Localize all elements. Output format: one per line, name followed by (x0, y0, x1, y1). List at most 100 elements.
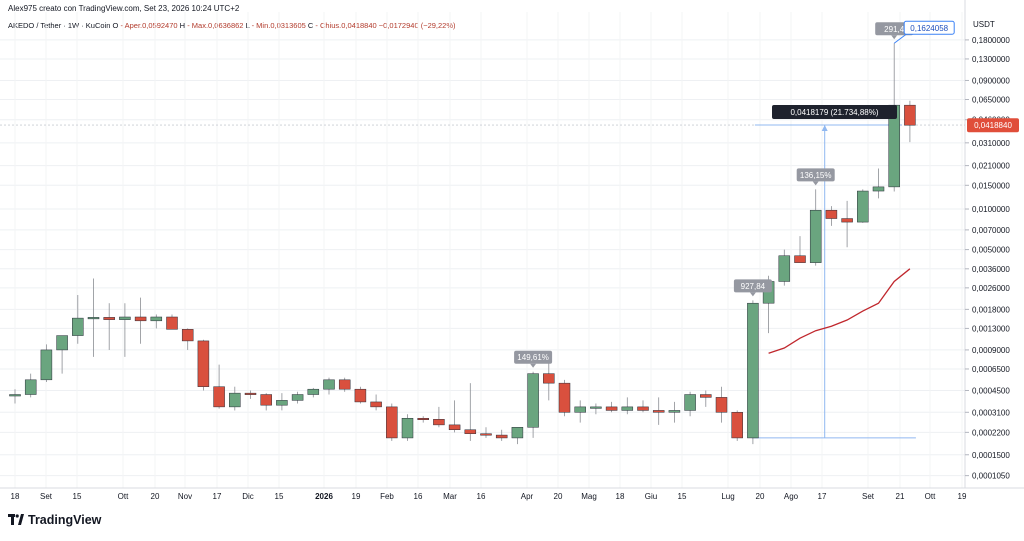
x-axis: 18 Set 15 Ott 20 Nov 17 Dic 15 2026 19 Feb 16 Mar 16 Ap… (0, 487, 1024, 501)
candle-body (24, 379, 37, 395)
candle-body (715, 397, 728, 413)
candle (495, 429, 508, 441)
candle-body (495, 434, 508, 439)
logo-text: TradingView (28, 513, 102, 527)
x-tick-label: Feb (380, 492, 394, 501)
candle-body (794, 255, 806, 263)
callout-pointer (530, 363, 537, 368)
candle-body (558, 382, 571, 413)
x-tick-label: 20 (151, 492, 160, 501)
candle (386, 403, 398, 441)
candle-body (134, 316, 147, 322)
tradingview-logo[interactable]: TradingView (8, 513, 101, 527)
candle (668, 401, 681, 423)
percent-callout: 149,61% (514, 350, 553, 368)
candle (433, 406, 445, 428)
last-price-label: 0,0418840 (974, 121, 1012, 130)
candle (448, 400, 461, 433)
callout-pointer (749, 292, 756, 297)
candle-body (700, 394, 712, 398)
candle (87, 278, 100, 357)
candle (747, 300, 759, 445)
candle-body (872, 186, 885, 192)
candle-body (260, 394, 272, 406)
y-tick-label: 0,0001500 (972, 451, 1010, 460)
measure-box (772, 105, 897, 120)
candle-body (276, 400, 288, 406)
candle-body (323, 379, 335, 390)
candle-body (197, 340, 210, 387)
x-tick-label: 15 (73, 492, 82, 501)
candle (652, 397, 665, 425)
candle (857, 189, 869, 223)
y-tick-label: 0,0002200 (972, 428, 1010, 437)
y-tick-label: 0,0026000 (972, 284, 1010, 293)
candle-body (857, 190, 869, 223)
candle-body (150, 316, 163, 322)
candle-body (605, 406, 618, 411)
x-tick-label: 20 (554, 492, 563, 501)
candle (354, 386, 367, 404)
candle-body (747, 302, 759, 439)
candle-body (574, 406, 586, 413)
candle (872, 168, 885, 199)
candle (291, 391, 304, 404)
y-tick-label: 0,0001050 (972, 472, 1010, 481)
candle (778, 249, 791, 286)
price-tag-box (903, 20, 955, 35)
candle-body (590, 406, 602, 409)
candle-body (229, 392, 241, 408)
x-tick-label: 19 (958, 492, 967, 501)
candle (338, 377, 351, 392)
candle-body (825, 209, 838, 219)
y-tick-label: 0,0006500 (972, 365, 1010, 374)
candle-body (511, 427, 524, 439)
candle (244, 390, 257, 399)
y-axis: 0,1800000 0,1300000 0,0900000 0,0650000 0,04… (964, 0, 1019, 488)
measure-arrow (821, 125, 828, 132)
candle (715, 386, 728, 423)
callout-label: 149,61% (517, 353, 549, 362)
candle (40, 344, 53, 383)
candle (794, 236, 806, 263)
candle (72, 295, 84, 344)
candle (103, 303, 115, 350)
candle-body (386, 406, 398, 439)
high-label: H (179, 21, 186, 30)
candle (637, 400, 649, 413)
callout-label: 291,4 (884, 25, 905, 34)
candles (9, 43, 916, 445)
x-tick-label: Mar (443, 492, 457, 501)
candle (809, 189, 822, 266)
candle-body (291, 394, 304, 401)
candle-body (417, 417, 429, 420)
x-tick-label: 18 (616, 492, 625, 501)
candle (260, 393, 272, 411)
x-tick-label: 2026 (315, 492, 333, 501)
candle (825, 206, 838, 226)
x-tick-label: 17 (213, 492, 222, 501)
candle-body (9, 394, 21, 397)
candle (24, 373, 37, 398)
candle (134, 297, 147, 344)
x-tick-label: Ott (118, 492, 129, 501)
x-tick-label: 18 (11, 492, 20, 501)
y-tick-label: 0,0310000 (972, 139, 1010, 148)
price-tag-label: 0,1624058 (910, 24, 948, 33)
y-tick-label: 0,0013000 (972, 324, 1010, 333)
candle-body (809, 209, 822, 263)
candle-body (448, 424, 461, 431)
candle-body (72, 317, 84, 336)
candle-body (401, 417, 414, 439)
candle (904, 100, 916, 143)
callout-box (733, 279, 772, 293)
close-label: C (307, 21, 314, 30)
candle (213, 364, 225, 409)
candle-body (166, 316, 178, 330)
y-tick-label: 0,0650000 (972, 96, 1010, 105)
candle-body (621, 406, 634, 411)
candle-body (338, 379, 351, 390)
last-price-badge (967, 118, 1019, 133)
candle (480, 427, 492, 438)
